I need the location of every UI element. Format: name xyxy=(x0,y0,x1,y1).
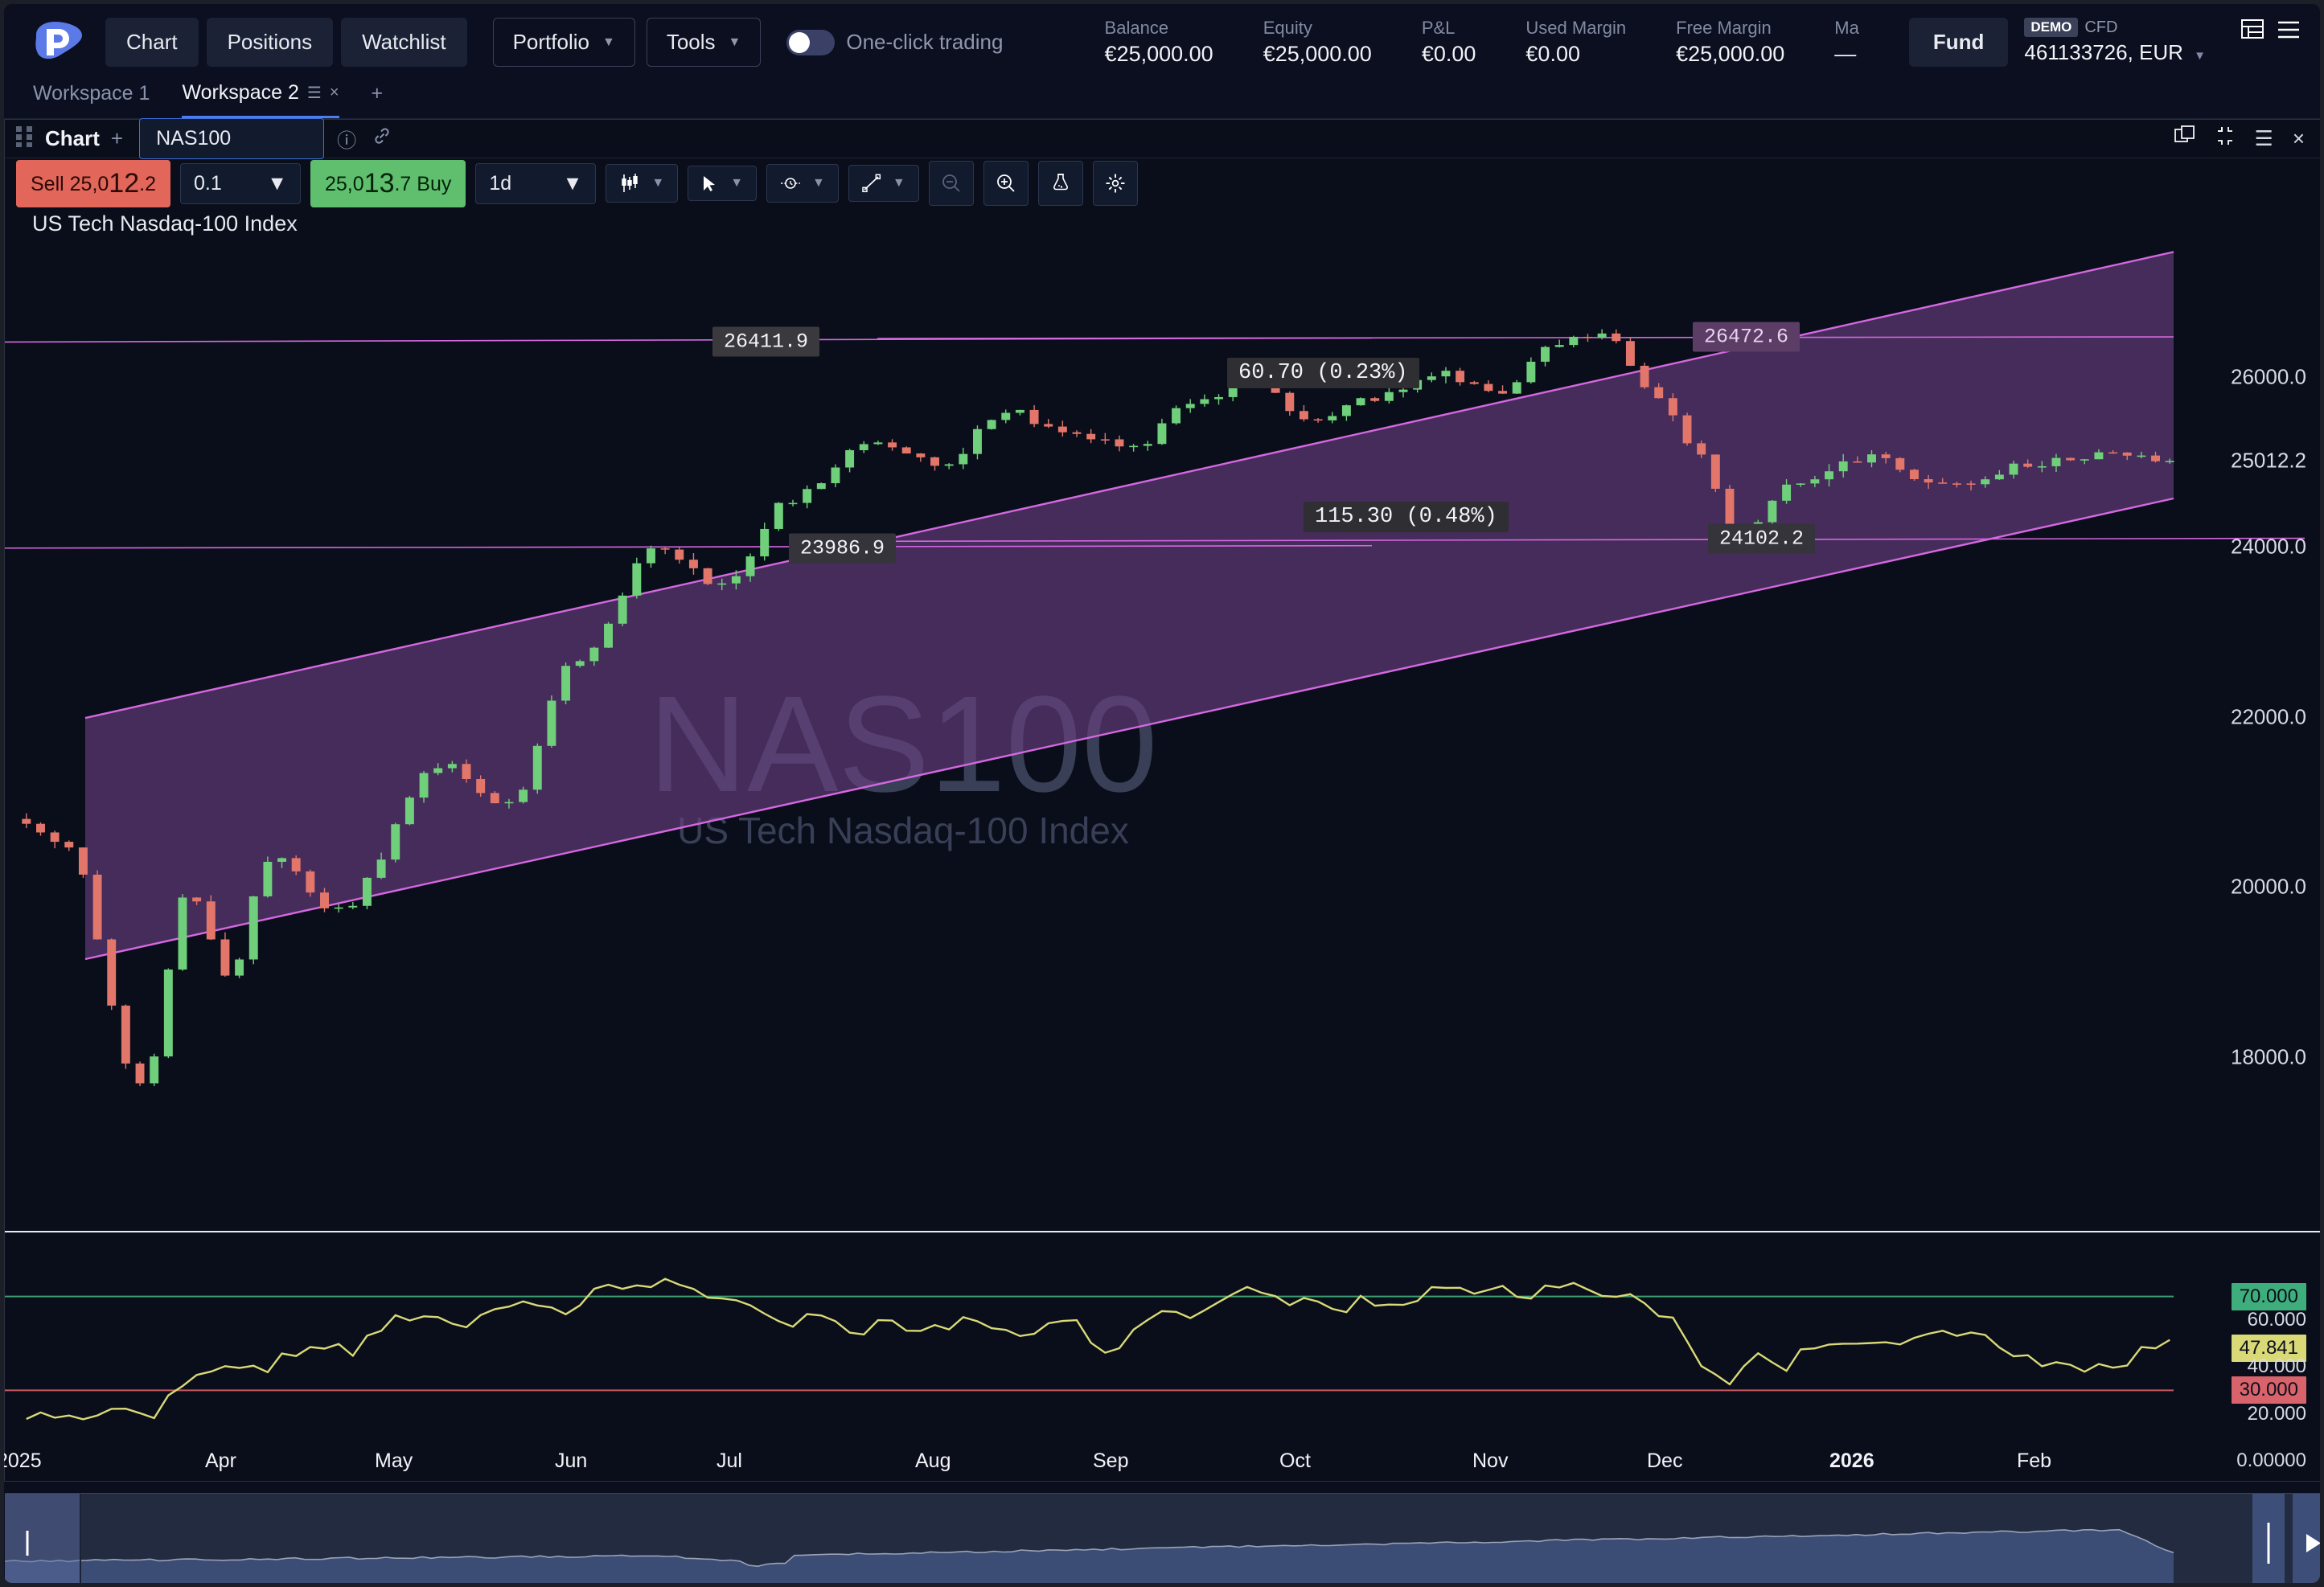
svg-text:US Tech Nasdaq-100 Index: US Tech Nasdaq-100 Index xyxy=(677,810,1129,851)
